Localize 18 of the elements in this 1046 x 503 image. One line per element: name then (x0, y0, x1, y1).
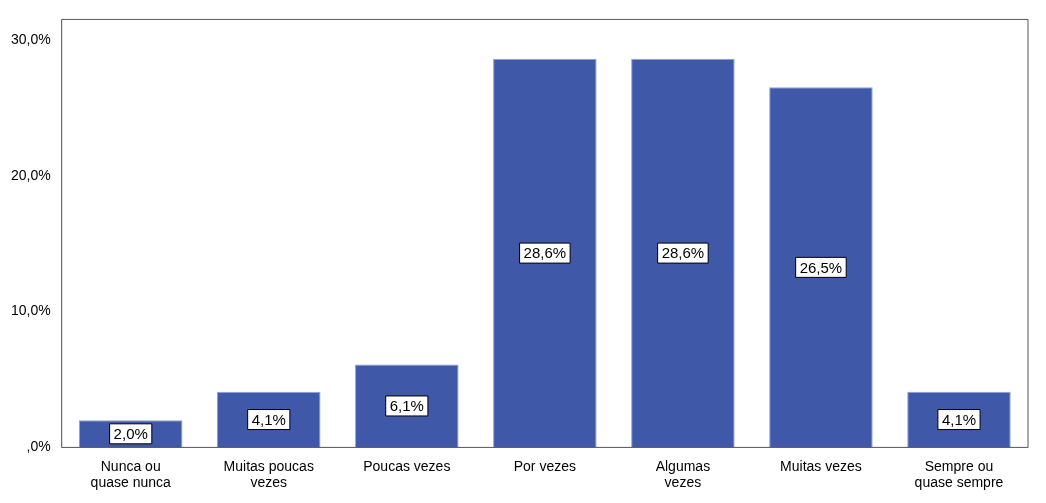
data-label: 28,6% (661, 244, 705, 262)
data-label: 28,6% (523, 244, 567, 262)
data-label: 26,5% (799, 258, 843, 276)
data-label: 2,0% (113, 424, 148, 442)
data-label: 4,1% (941, 410, 977, 428)
x-tick-label: Por vezes (513, 457, 576, 474)
x-tick-label: Algumas vezes (655, 457, 711, 491)
y-tick-label: 10,0% (10, 302, 51, 319)
x-tick-label: Poucas vezes (363, 457, 451, 474)
y-tick-label: ,0% (26, 438, 51, 455)
y-tick-label: 20,0% (10, 166, 51, 183)
x-tick-label: Nunca ou quase nunca (90, 457, 172, 491)
data-label: 6,1% (389, 397, 424, 415)
x-tick-label: Muitas vezes (780, 457, 862, 474)
x-tick-label: Sempre ou quase sempre (914, 457, 1004, 491)
y-tick-label: 30,0% (10, 30, 51, 47)
x-tick-label: Muitas poucas vezes (223, 457, 314, 491)
data-label: 4,1% (251, 410, 286, 428)
